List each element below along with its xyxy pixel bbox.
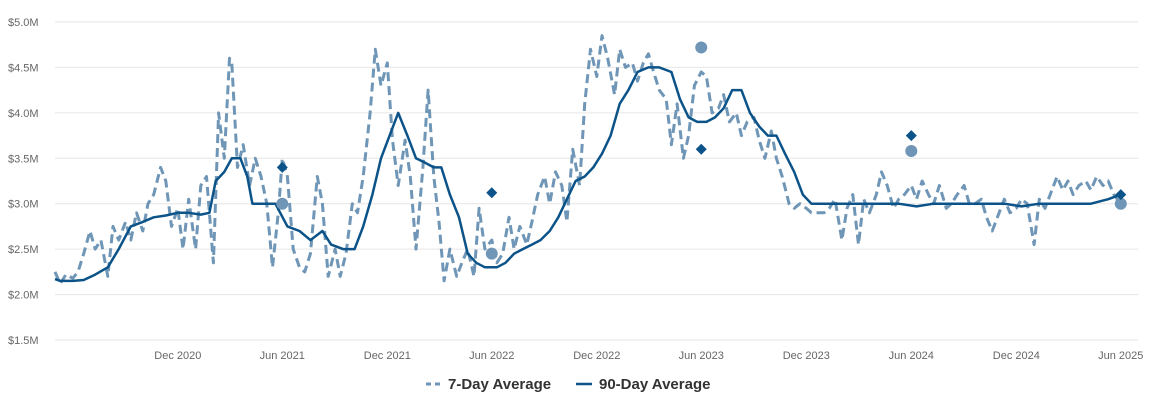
y-tick-label: $2.0M <box>8 290 39 302</box>
x-tick-label: Jun 2024 <box>889 350 934 362</box>
series-line-90-day <box>54 66 1122 283</box>
legend-item-7-day[interactable]: 7-Day Average <box>426 376 551 393</box>
data-point-90-day[interactable] <box>695 143 707 155</box>
data-point-90-day[interactable] <box>1115 189 1127 201</box>
x-tick-label: Dec 2022 <box>573 350 620 362</box>
y-axis-tick-labels: $1.5M $2.0M $2.5M $3.0M $3.5M $4.0M $4.5M $5.0M <box>8 17 39 347</box>
series-lines <box>53 34 1122 286</box>
y-tick-label: $2.5M <box>8 244 39 256</box>
data-point-7-day[interactable] <box>276 197 289 210</box>
y-tick-label: $3.0M <box>8 199 39 211</box>
x-tick-label: Dec 2023 <box>783 350 830 362</box>
data-point-7-day[interactable] <box>1114 197 1127 210</box>
x-tick-label: Dec 2024 <box>993 350 1040 362</box>
data-point-7-day[interactable] <box>905 145 918 158</box>
data-point-90-day[interactable] <box>905 130 917 142</box>
x-tick-label: Jun 2021 <box>260 350 305 362</box>
x-tick-label: Jun 2025 <box>1098 350 1143 362</box>
data-point-7-day[interactable] <box>485 247 498 260</box>
data-point-90-day[interactable] <box>276 161 288 173</box>
legend: 7-Day Average 90-Day Average <box>426 376 710 393</box>
y-tick-label: $5.0M <box>8 17 39 29</box>
x-tick-label: Dec 2021 <box>364 350 411 362</box>
legend-label-90-day: 90-Day Average <box>599 376 710 393</box>
series-line-7-day <box>53 34 1122 286</box>
x-tick-label: Jun 2023 <box>679 350 724 362</box>
y-tick-label: $3.5M <box>8 153 39 165</box>
series-markers <box>276 41 1127 260</box>
data-point-90-day[interactable] <box>486 187 498 199</box>
legend-label-7-day: 7-Day Average <box>448 376 551 393</box>
y-tick-label: $4.5M <box>8 62 39 74</box>
x-tick-label: Dec 2020 <box>154 350 201 362</box>
y-tick-label: $4.0M <box>8 108 39 120</box>
x-tick-label: Jun 2022 <box>469 350 514 362</box>
y-tick-label: $1.5M <box>8 335 39 347</box>
legend-item-90-day[interactable]: 90-Day Average <box>576 376 710 393</box>
data-point-7-day[interactable] <box>695 41 708 54</box>
x-axis-tick-labels: Dec 2020 Jun 2021 Dec 2021 Jun 2022 Dec 2022… <box>154 350 1143 362</box>
